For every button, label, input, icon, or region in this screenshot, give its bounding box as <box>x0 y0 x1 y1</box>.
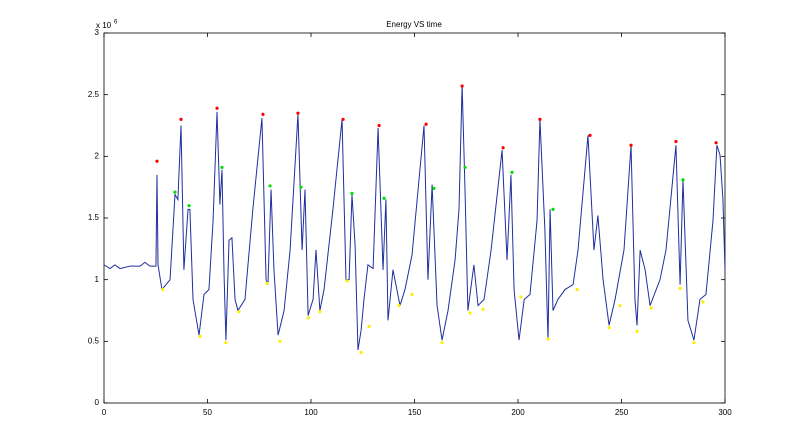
point-marker <box>187 204 191 208</box>
point-marker <box>198 334 202 338</box>
y-tick-label: 0.5 <box>88 336 100 345</box>
y-tick-label: 0 <box>95 398 100 407</box>
point-marker <box>546 337 550 341</box>
point-marker <box>179 117 183 121</box>
point-marker <box>155 159 159 163</box>
point-marker <box>215 106 219 110</box>
energy-line <box>103 84 726 351</box>
point-marker <box>261 112 265 116</box>
point-marker <box>173 190 177 194</box>
point-marker <box>460 84 464 88</box>
point-marker <box>463 165 467 170</box>
point-marker <box>678 286 682 290</box>
point-marker <box>359 350 363 355</box>
point-marker <box>551 207 555 211</box>
x-tick-label: 100 <box>304 408 318 417</box>
point-marker <box>681 178 685 182</box>
point-marker <box>510 170 514 174</box>
point-marker <box>397 303 401 308</box>
point-marker <box>345 279 349 283</box>
point-marker <box>588 133 592 137</box>
y-tick-label: 3 <box>95 28 100 37</box>
point-marker <box>410 292 414 297</box>
point-marker <box>481 307 485 311</box>
point-marker <box>714 141 718 145</box>
x-tick-label: 300 <box>718 408 732 417</box>
point-marker <box>382 196 386 200</box>
point-marker <box>629 143 633 147</box>
point-marker <box>432 186 436 190</box>
point-marker <box>306 316 310 320</box>
point-marker <box>224 340 228 345</box>
y-exponent-base: x 10 <box>96 21 112 30</box>
point-marker <box>367 324 371 329</box>
point-marker <box>268 184 272 188</box>
point-marker <box>519 295 523 299</box>
point-marker <box>318 310 322 314</box>
y-tick-label: 2 <box>95 151 100 160</box>
x-tick-label: 200 <box>511 408 525 417</box>
point-marker <box>341 117 345 121</box>
y-tick-label: 1 <box>95 275 100 284</box>
point-marker <box>377 123 381 128</box>
x-tick-label: 0 <box>102 408 107 417</box>
point-marker <box>265 281 269 285</box>
point-marker <box>350 191 354 195</box>
point-marker <box>440 340 444 345</box>
point-marker <box>161 287 165 292</box>
point-marker <box>296 111 300 115</box>
point-marker <box>618 303 622 308</box>
chart-title: Energy VS time <box>386 20 442 29</box>
point-marker <box>692 340 696 345</box>
point-marker <box>237 310 241 314</box>
x-tick-label: 50 <box>203 408 212 417</box>
point-marker <box>649 306 653 310</box>
x-tick-label: 250 <box>615 408 629 417</box>
point-marker <box>575 287 579 292</box>
point-marker <box>299 185 303 189</box>
point-marker <box>468 311 472 315</box>
point-marker <box>220 165 224 170</box>
y-tick-label: 1.5 <box>88 213 100 222</box>
point-marker <box>278 339 282 343</box>
point-marker <box>674 139 678 144</box>
point-marker <box>424 122 428 126</box>
point-marker <box>635 329 639 334</box>
x-tick-label: 150 <box>408 408 422 417</box>
point-marker <box>501 146 505 150</box>
point-marker <box>538 117 542 121</box>
plot-area <box>103 32 726 404</box>
point-marker <box>701 300 705 304</box>
point-marker <box>607 326 611 330</box>
y-tick-label: 2.5 <box>88 90 100 99</box>
y-exponent: 6 <box>114 20 118 26</box>
